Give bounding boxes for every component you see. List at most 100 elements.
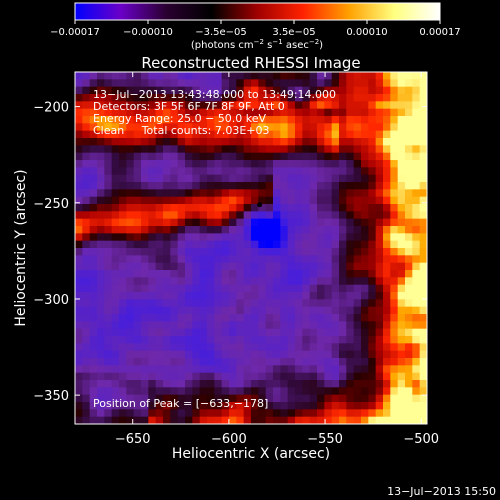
- heatmap-cell: [280, 262, 289, 271]
- heatmap-cell: [236, 101, 245, 110]
- heatmap-cell: [236, 336, 245, 344]
- heatmap-cell: [405, 321, 413, 330]
- heatmap-cell: [163, 138, 171, 146]
- heatmap-cell: [185, 365, 193, 374]
- heatmap-cell: [236, 270, 245, 278]
- heatmap-cell: [104, 174, 113, 183]
- heatmap-cell: [148, 314, 157, 322]
- heatmap-cell: [236, 314, 245, 322]
- heatmap-cell: [82, 204, 91, 212]
- heatmap-cell: [265, 152, 274, 161]
- heatmap-cell: [192, 284, 201, 293]
- heatmap-cell: [89, 328, 98, 337]
- heatmap-cell: [412, 174, 421, 183]
- heatmap-cell: [97, 138, 105, 146]
- heatmap-cell: [97, 262, 105, 271]
- heatmap-cell: [258, 284, 267, 293]
- heatmap-cell: [133, 248, 142, 256]
- y-tick-label: −300: [33, 293, 69, 308]
- heatmap-cell: [368, 306, 377, 315]
- heatmap-cell: [177, 138, 186, 146]
- heatmap-cell: [383, 380, 391, 388]
- heatmap-cell: [353, 160, 362, 168]
- heatmap-cell: [192, 270, 201, 278]
- heatmap-cell: [405, 292, 413, 300]
- heatmap-cell: [177, 416, 186, 424]
- heatmap-cell: [273, 204, 281, 212]
- heatmap-cell: [353, 358, 362, 366]
- heatmap-cell: [353, 350, 362, 359]
- heatmap-cell: [163, 262, 171, 271]
- heatmap-cell: [287, 292, 296, 300]
- heatmap-cell: [82, 321, 91, 330]
- heatmap-cell: [251, 262, 259, 271]
- heatmap-cell: [97, 299, 105, 308]
- heatmap-cell: [111, 372, 120, 381]
- heatmap-cell: [368, 402, 377, 410]
- heatmap-cell: [324, 86, 333, 95]
- heatmap-cell: [111, 160, 120, 168]
- heatmap-cell: [302, 292, 311, 300]
- heatmap-cell: [375, 94, 384, 102]
- heatmap-cell: [192, 233, 201, 242]
- heatmap-cell: [89, 182, 98, 190]
- heatmap-cell: [412, 248, 421, 256]
- heatmap-cell: [265, 116, 274, 124]
- heatmap-cell: [82, 416, 91, 424]
- heatmap-cell: [368, 350, 377, 359]
- heatmap-cell: [346, 328, 355, 337]
- heatmap-cell: [155, 108, 164, 117]
- heatmap-cell: [361, 343, 369, 352]
- heatmap-cell: [199, 248, 208, 256]
- heatmap-cell: [419, 189, 427, 198]
- heatmap-cell: [339, 299, 347, 308]
- heatmap-cell: [419, 402, 427, 410]
- heatmap-cell: [353, 72, 362, 80]
- heatmap-cell: [243, 152, 252, 161]
- heatmap-cell: [273, 255, 281, 264]
- heatmap-cell: [353, 174, 362, 183]
- heatmap-cell: [126, 409, 135, 418]
- heatmap-cell: [375, 262, 384, 271]
- heatmap-cell: [207, 292, 215, 300]
- heatmap-cell: [177, 292, 186, 300]
- heatmap-cell: [236, 409, 245, 418]
- heatmap-cell: [251, 116, 259, 124]
- heatmap-cell: [148, 174, 157, 183]
- heatmap-cell: [111, 116, 120, 124]
- heatmap-cell: [155, 365, 164, 374]
- heatmap-cell: [280, 277, 289, 286]
- heatmap-cell: [309, 387, 318, 396]
- heatmap-cell: [280, 86, 289, 95]
- heatmap-cell: [324, 358, 333, 366]
- heatmap-cell: [331, 86, 340, 95]
- heatmap-cell: [170, 343, 179, 352]
- heatmap-cell: [397, 79, 406, 88]
- heatmap-cell: [412, 409, 421, 418]
- heatmap-cell: [324, 277, 333, 286]
- heatmap-cell: [97, 94, 105, 102]
- heatmap-cell: [119, 306, 127, 315]
- heatmap-cell: [104, 270, 113, 278]
- heatmap-cell: [126, 101, 135, 110]
- heatmap-cell: [258, 248, 267, 256]
- heatmap-cell: [412, 108, 421, 117]
- heatmap-cell: [346, 218, 355, 227]
- heatmap-cell: [295, 306, 303, 315]
- heatmap-cell: [199, 416, 208, 424]
- heatmap-cell: [104, 226, 113, 234]
- heatmap-cell: [412, 160, 421, 168]
- heatmap-cell: [75, 336, 83, 344]
- heatmap-cell: [177, 409, 186, 418]
- heatmap-cell: [192, 343, 201, 352]
- heatmap-cell: [163, 270, 171, 278]
- heatmap-cell: [111, 336, 120, 344]
- heatmap-cell: [133, 138, 142, 146]
- heatmap-cell: [383, 182, 391, 190]
- heatmap-cell: [199, 196, 208, 205]
- heatmap-cell: [368, 101, 377, 110]
- heatmap-cell: [177, 328, 186, 337]
- heatmap-cell: [280, 336, 289, 344]
- heatmap-cell: [133, 130, 142, 139]
- heatmap-cell: [339, 306, 347, 315]
